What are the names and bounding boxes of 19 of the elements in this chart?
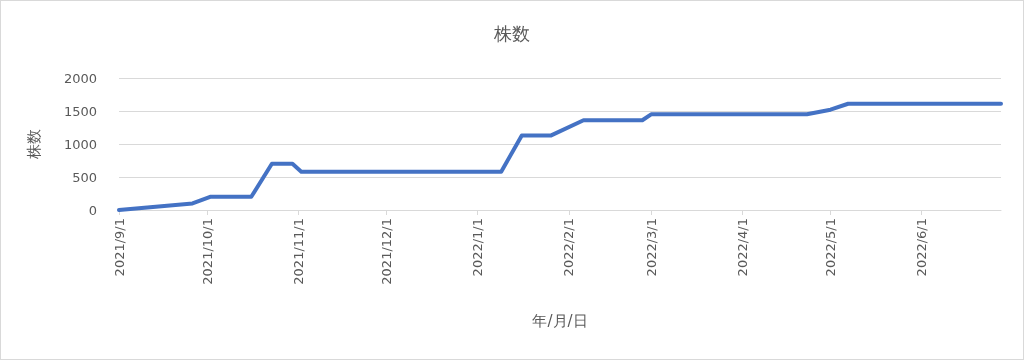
x-tick-label: 2022/3/1 (643, 218, 659, 277)
x-tick-label: 2021/11/1 (290, 218, 306, 285)
x-tick-label: 2022/4/1 (734, 218, 750, 277)
y-tick-label: 500 (72, 169, 97, 185)
x-tick-label: 2021/12/1 (379, 218, 395, 285)
x-tick-label: 2022/6/1 (914, 218, 930, 277)
y-tick-label: 1000 (63, 136, 97, 152)
x-tick-label: 2022/1/1 (470, 218, 486, 277)
y-tick-label: 1500 (63, 103, 97, 119)
chart-title: 株数 (493, 22, 530, 44)
x-axis-title: 年/月/日 (532, 311, 588, 330)
y-tick-label: 2000 (63, 70, 97, 86)
line-series (117, 101, 1003, 212)
y-axis-title: 株数 (24, 129, 43, 160)
x-tick-label: 2022/2/1 (561, 218, 577, 277)
x-tick-label: 2022/5/1 (822, 218, 838, 277)
x-tick-label: 2021/9/1 (111, 218, 127, 277)
x-tick-label: 2021/10/1 (199, 218, 215, 285)
y-tick-label: 0 (88, 202, 97, 218)
